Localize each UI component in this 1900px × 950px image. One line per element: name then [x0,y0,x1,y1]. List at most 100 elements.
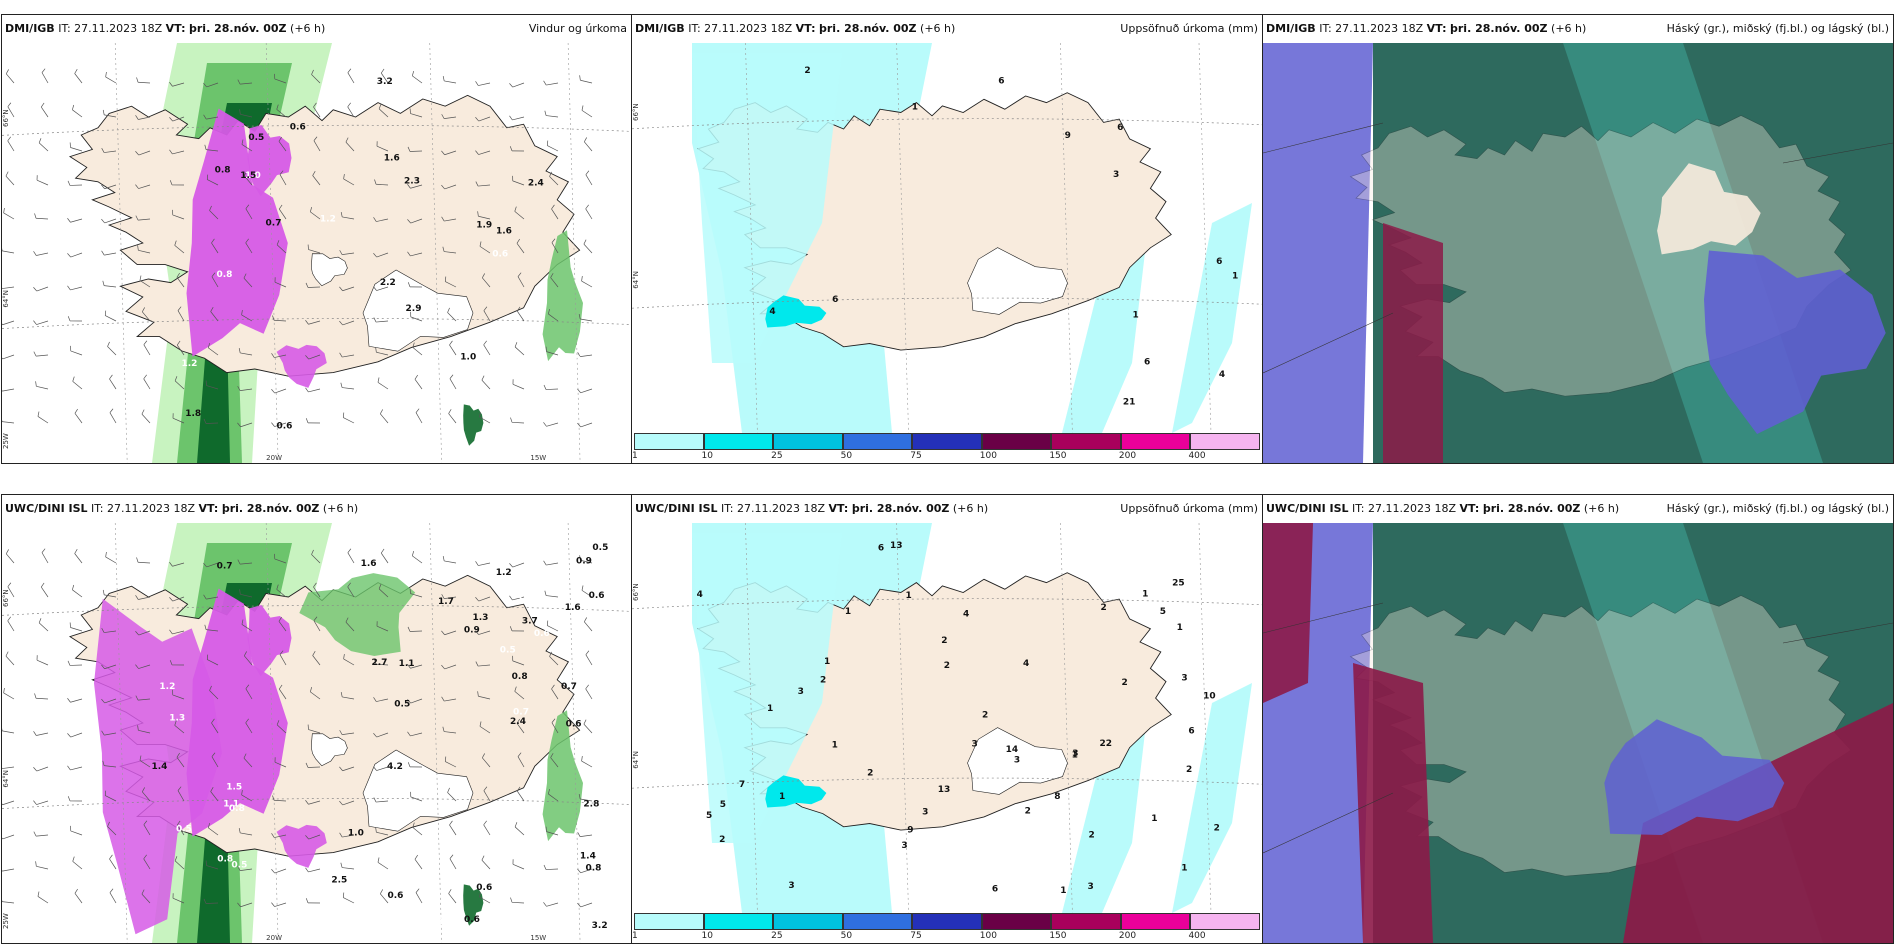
colorbar-swatch [842,913,913,930]
wind-barb [478,150,491,155]
wind-barb [449,824,457,836]
wind-barb [412,827,423,836]
wind-barb [36,217,49,220]
low-cloud [1383,223,1443,463]
wind-barb-flag [407,282,411,287]
wind-barb-flag [272,315,275,321]
wind-barb-flag [340,382,343,388]
wind-barb [38,622,49,632]
axis-label: 66°N [632,103,640,121]
wind-barb-flag [209,685,212,691]
wind-barb-flag [305,355,309,360]
wind-barb [580,388,593,394]
wind-barb [72,861,83,870]
precip-value-label: 0.6 [589,591,605,601]
wind-barb [138,150,151,156]
wind-barb [172,562,185,567]
wind-barb-flag [102,589,105,595]
precip-area-dark [463,884,484,926]
wind-barb-flag [547,308,550,314]
valid-time: þri. 28.nóv. 00Z [819,22,917,35]
wind-barb [142,311,151,322]
precip-value-label: 25 [1172,578,1185,588]
init-time: IT: 27.11.2023 18Z [1352,502,1457,515]
wind-barb [210,311,219,322]
wind-barb [410,796,423,802]
wind-barb-flag [441,216,445,222]
wind-barb-flag [101,184,105,189]
longitude-line [429,43,443,463]
wind-barb-flag [481,375,485,381]
precip-value-label: 3 [922,808,928,818]
wind-barb-flag [340,691,343,698]
precip-value-label: 1.2 [496,568,512,578]
panel-title: Uppsöfnuð úrkoma (mm) [1120,502,1258,515]
wind-barb [512,660,525,666]
graticule [632,43,1262,433]
wind-barb-flag [407,699,411,704]
wind-barb-flag [475,150,479,155]
wind-barb [138,596,151,600]
precip-area-dark [463,404,484,446]
wind-barb [138,630,151,636]
wind-barb-flag [305,835,309,840]
lead-time: (+6 h) [920,22,956,35]
wind-barb-flag [380,68,385,74]
wind-barb [70,350,83,356]
wind-barb [343,658,355,666]
snow-area [276,824,327,868]
wind-barb [445,281,457,288]
precip-value-label: 1.1 [223,799,239,809]
longitude-line [745,43,758,433]
wind-barb-flag [243,273,247,279]
wind-barb-flag [245,718,249,724]
precip-value-label: 0.5 [551,129,567,139]
wind-barb-flag [101,628,105,633]
clear-gap [1657,163,1761,255]
wind-barb-flag [313,616,318,621]
wind-barb-flag [141,787,145,792]
precip-value-label: 3 [1113,170,1119,180]
wind-barb-flag [442,726,445,732]
wind-barb [70,830,83,836]
wind-barb [104,594,117,598]
wind-barb-flag [407,664,411,669]
wind-barb-flag [345,617,349,623]
wind-barb-flag [449,820,453,826]
wind-barb [37,896,49,904]
wind-barb-flag [584,137,588,142]
wind-barb [41,72,49,84]
wind-barb [74,73,83,84]
wind-barb-flag [550,753,554,758]
wind-barb-flag [38,618,42,623]
graticule [2,43,631,463]
wind-barb-flag [176,752,180,758]
wind-barb [139,760,151,768]
wind-barb [207,179,219,186]
precip-value-label: 1.7 [438,597,454,607]
wind-barb-flag [174,376,178,382]
wind-barb-flag [101,218,105,224]
wind-barb [241,794,253,802]
wind-barb-flag [339,352,343,358]
wind-barb-flag [441,696,445,702]
wind-barb-flag [313,582,317,588]
wind-barb [307,766,321,768]
wind-barb [240,113,253,118]
wind-barb [138,81,151,84]
wind-precip-map: 1.0 0.8 0.5 1.2 1.2 0.6 1.2 1.5 2.3 1.9 1.8 1.6 0.6 2… [2,43,631,463]
wind-barb-flag [310,686,313,692]
precip-value-label: 0.5 [500,646,516,656]
precip-area-light [1172,203,1252,433]
wind-barb-flag [245,204,250,209]
wind-barb [244,655,253,666]
wind-barb [174,725,185,734]
wind-barb-flag [33,767,37,772]
wind-barb-flag [33,731,37,736]
wind-barb [342,766,355,772]
panel-uwc-wind: UWC/DINI ISL IT: 27.11.2023 18Z VT: þri.… [1,494,632,944]
panel-header: UWC/DINI ISL IT: 27.11.2023 18Z VT: þri.… [1263,495,1893,523]
init-time: IT: 27.11.2023 18Z [688,22,793,35]
wind-barb [445,761,457,768]
wind-barb-flag [38,138,42,143]
